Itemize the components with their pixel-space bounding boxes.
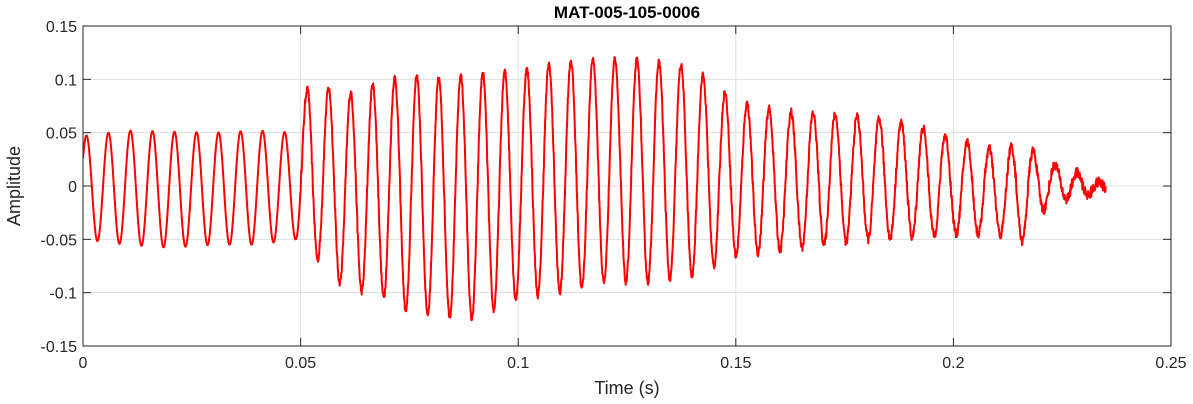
y-tick-label: 0 — [68, 179, 77, 196]
x-axis-label: Time (s) — [594, 378, 659, 398]
y-tick-label: 0.05 — [46, 126, 77, 143]
y-tick-label: 0.1 — [55, 72, 77, 89]
y-tick-label: 0.15 — [46, 19, 77, 36]
x-tick-label: 0.2 — [942, 355, 964, 372]
y-tick-label: -0.1 — [49, 286, 77, 303]
y-tick-label: -0.15 — [41, 339, 78, 356]
y-axis-label: Amplitude — [4, 146, 24, 226]
waveform-series-line — [83, 56, 1107, 322]
x-tick-label: 0.05 — [285, 355, 316, 372]
x-tick-label: 0 — [79, 355, 88, 372]
series-layer — [83, 56, 1107, 322]
x-tick-label: 0.15 — [720, 355, 751, 372]
x-tick-label: 0.1 — [507, 355, 529, 372]
x-tick-label: 0.25 — [1155, 355, 1186, 372]
y-tick-label: -0.05 — [41, 232, 78, 249]
chart-title: MAT-005-105-0006 — [554, 3, 700, 22]
ticks: 0 0.05 0.1 0.15 0.2 0.25 -0.15 -0.1 -0.05 0 0.05 0.… — [41, 19, 1187, 372]
